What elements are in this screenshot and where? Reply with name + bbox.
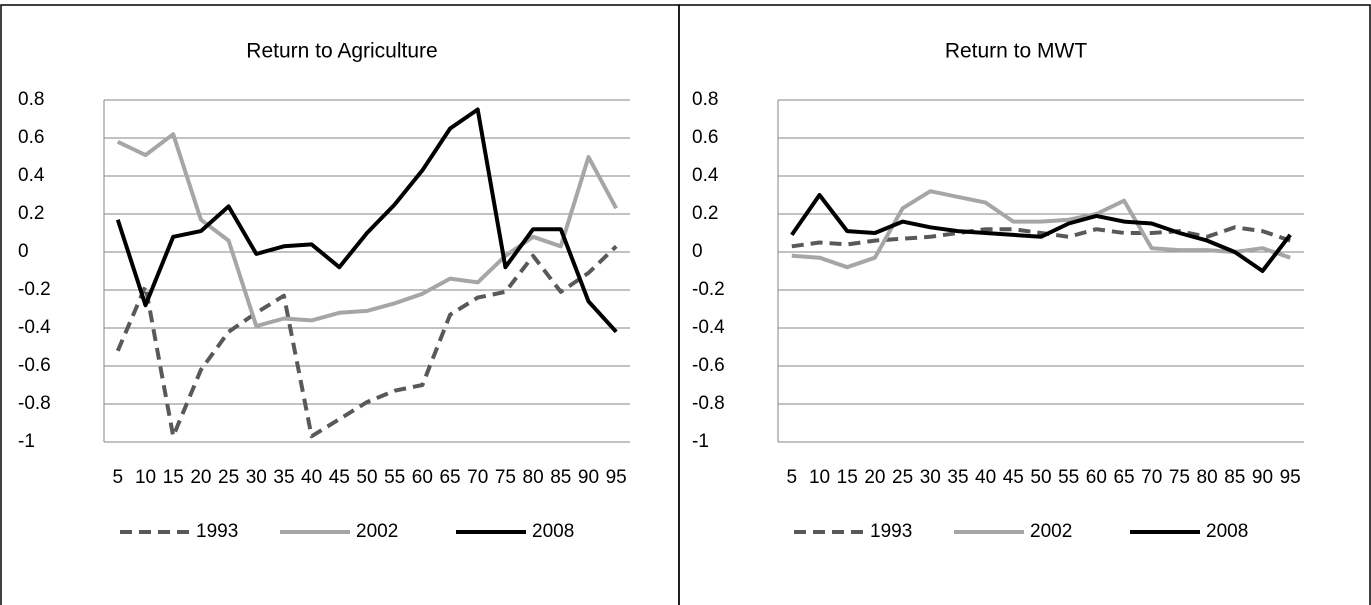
y-tick-label: 0 <box>18 241 29 262</box>
legend-label: 2002 <box>1030 521 1072 542</box>
series-line <box>791 189 1291 270</box>
chart-title: Return to Agriculture <box>246 40 437 63</box>
x-tick-label: 30 <box>246 467 267 488</box>
panel-border <box>678 4 1371 605</box>
x-tick-label: 65 <box>439 467 460 488</box>
y-tick-label: -0.2 <box>18 279 51 300</box>
y-tick-label: -1 <box>18 431 35 452</box>
x-tick-label: 5 <box>113 467 124 488</box>
x-tick-label: 75 <box>495 467 516 488</box>
x-tick-label: 45 <box>1003 467 1024 488</box>
y-tick-label: -0.8 <box>692 393 725 414</box>
y-tick-label: -1 <box>692 431 709 452</box>
x-tick-label: 45 <box>329 467 350 488</box>
x-tick-label: 30 <box>920 467 941 488</box>
x-tick-label: 25 <box>218 467 239 488</box>
x-tick-label: 15 <box>163 467 184 488</box>
series-line <box>115 244 618 439</box>
x-tick-label: 60 <box>1086 467 1107 488</box>
x-tick-label: 5 <box>787 467 798 488</box>
x-tick-label: 90 <box>578 467 599 488</box>
x-tick-label: 95 <box>1280 467 1301 488</box>
y-tick-label: -0.2 <box>692 279 725 300</box>
x-tick-label: 75 <box>1169 467 1190 488</box>
x-tick-label: 70 <box>1141 467 1162 488</box>
y-tick-label: -0.4 <box>692 317 725 338</box>
y-tick-label: 0.8 <box>692 89 718 110</box>
x-tick-label: 35 <box>947 467 968 488</box>
x-tick-label: 90 <box>1252 467 1273 488</box>
x-tick-label: 60 <box>412 467 433 488</box>
x-tick-label: 55 <box>384 467 405 488</box>
y-tick-label: -0.6 <box>692 355 725 376</box>
x-tick-label: 85 <box>550 467 571 488</box>
x-tick-label: 35 <box>273 467 294 488</box>
x-tick-label: 95 <box>606 467 627 488</box>
y-tick-label: -0.4 <box>18 317 51 338</box>
legend-label: 1993 <box>196 521 238 542</box>
x-tick-label: 80 <box>1197 467 1218 488</box>
panel-border <box>0 4 680 605</box>
x-tick-label: 65 <box>1113 467 1134 488</box>
x-tick-label: 25 <box>892 467 913 488</box>
x-tick-label: 85 <box>1224 467 1245 488</box>
legend-label: 2008 <box>1206 521 1248 542</box>
legend-label: 1993 <box>870 521 912 542</box>
x-tick-label: 50 <box>356 467 377 488</box>
series-line <box>115 107 618 334</box>
x-tick-label: 15 <box>837 467 858 488</box>
series-line <box>116 132 618 329</box>
x-tick-label: 40 <box>301 467 322 488</box>
x-tick-label: 20 <box>190 467 211 488</box>
series-line <box>790 193 1292 273</box>
y-tick-label: 0.4 <box>18 165 45 186</box>
x-tick-label: 70 <box>467 467 488 488</box>
legend-label: 2008 <box>532 521 574 542</box>
y-tick-label: 0 <box>692 241 703 262</box>
x-tick-label: 10 <box>809 467 830 488</box>
y-tick-label: 0.6 <box>18 127 44 148</box>
x-tick-label: 10 <box>135 467 156 488</box>
x-tick-label: 20 <box>864 467 885 488</box>
series-line <box>791 225 1291 249</box>
y-tick-label: 0.8 <box>18 89 44 110</box>
x-tick-label: 80 <box>523 467 544 488</box>
y-tick-label: 0.2 <box>692 203 718 224</box>
x-tick-label: 50 <box>1030 467 1051 488</box>
y-tick-label: 0.4 <box>692 165 719 186</box>
legend-label: 2002 <box>356 521 398 542</box>
y-tick-label: 0.6 <box>692 127 718 148</box>
chart-title: Return to MWT <box>945 40 1088 63</box>
y-tick-label: 0.2 <box>18 203 44 224</box>
y-tick-label: -0.8 <box>18 393 51 414</box>
x-tick-label: 40 <box>975 467 996 488</box>
y-tick-label: -0.6 <box>18 355 51 376</box>
x-tick-label: 55 <box>1058 467 1079 488</box>
